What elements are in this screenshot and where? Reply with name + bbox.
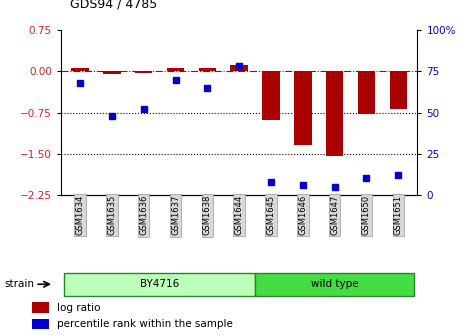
Bar bbox=[167, 68, 184, 72]
Bar bbox=[71, 68, 89, 72]
Text: log ratio: log ratio bbox=[57, 303, 101, 313]
Bar bbox=[294, 72, 311, 145]
Bar bbox=[32, 302, 49, 313]
Text: GSM1645: GSM1645 bbox=[266, 195, 275, 235]
Text: GSM1646: GSM1646 bbox=[298, 195, 307, 235]
Bar bbox=[326, 72, 343, 157]
Text: GSM1634: GSM1634 bbox=[76, 195, 84, 235]
Bar bbox=[230, 65, 248, 72]
Text: GSM1650: GSM1650 bbox=[362, 195, 371, 235]
Bar bbox=[390, 72, 407, 109]
Text: GSM1635: GSM1635 bbox=[107, 195, 116, 235]
Bar bbox=[255, 274, 414, 296]
Text: GDS94 / 4785: GDS94 / 4785 bbox=[70, 0, 158, 10]
Text: GSM1647: GSM1647 bbox=[330, 195, 339, 235]
Text: strain: strain bbox=[5, 279, 35, 289]
Text: wild type: wild type bbox=[311, 279, 358, 289]
Bar bbox=[358, 72, 375, 114]
Text: GSM1638: GSM1638 bbox=[203, 195, 212, 235]
Bar bbox=[32, 319, 49, 329]
Text: BY4716: BY4716 bbox=[140, 279, 179, 289]
Text: percentile rank within the sample: percentile rank within the sample bbox=[57, 319, 233, 329]
Bar bbox=[135, 72, 152, 73]
Bar bbox=[198, 68, 216, 72]
Bar bbox=[103, 72, 121, 74]
Bar bbox=[64, 274, 255, 296]
Text: GSM1636: GSM1636 bbox=[139, 195, 148, 235]
Text: GSM1651: GSM1651 bbox=[394, 195, 403, 235]
Text: GSM1644: GSM1644 bbox=[234, 195, 244, 235]
Text: GSM1637: GSM1637 bbox=[171, 195, 180, 235]
Bar bbox=[262, 72, 280, 120]
